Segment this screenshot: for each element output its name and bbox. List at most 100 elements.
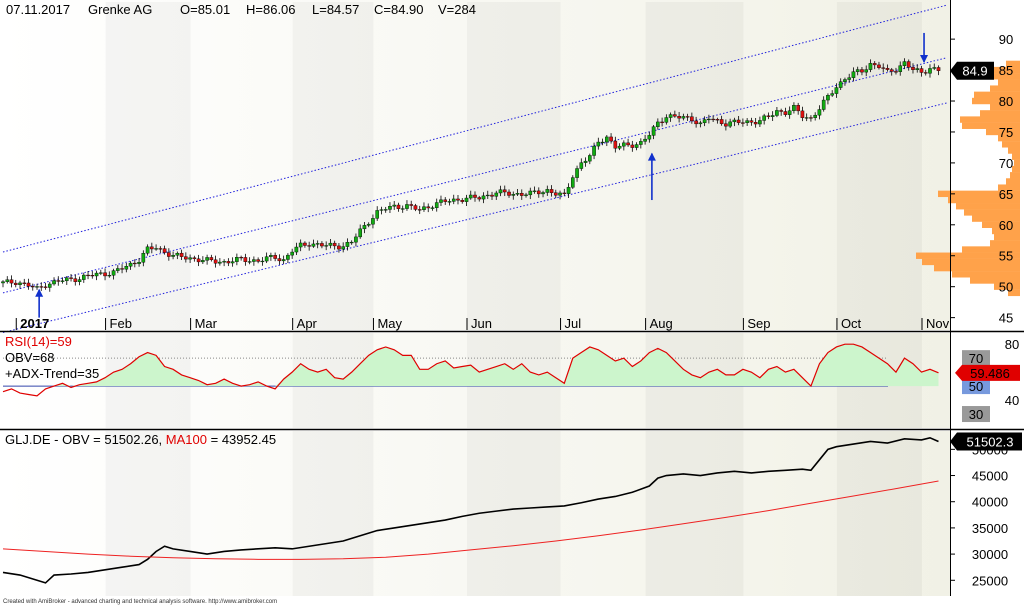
candle-body [898,65,903,72]
x-axis-label: Jun [471,316,492,331]
volume-profile-bar [994,233,1020,241]
rsi-label: RSI(14)=59 [5,334,72,349]
volume-profile-bar [992,227,1020,235]
month-band [293,431,374,596]
candle-body [243,257,248,262]
price-axis-label: 85 [999,63,1013,78]
candle-body [358,228,362,238]
candle-body [473,194,477,198]
candle-body [932,67,937,69]
obv-axis-area [950,431,1024,596]
candle-body [571,177,575,188]
candle-body [409,204,414,206]
candle-body [426,206,431,209]
x-axis-label: Mar [195,316,218,331]
candle-body [56,280,61,282]
candle-body [171,255,175,257]
arrow-down-head [920,55,929,64]
candle-body [745,120,749,123]
candle-body [719,119,724,124]
volume-profile-bar [962,246,1020,253]
header-high: H=86.06 [246,2,296,17]
price-axis-label: 90 [999,32,1013,47]
volume-profile-bar [980,110,1020,117]
header-open: O=85.01 [180,2,230,17]
candle-body [766,115,771,117]
volume-profile-bar [990,104,1020,111]
candle-body [64,277,69,282]
candle-body [456,198,460,201]
header-symbol: Grenke AG [88,2,152,17]
candle-body [362,225,367,230]
volume-profile-bar [1012,153,1020,160]
candle-body [43,286,48,288]
candle-body [175,252,180,256]
arrow-up-head [647,152,656,161]
candle-body [111,270,116,276]
rsi-badge-30 [962,406,990,423]
candle-body [855,69,860,72]
candle-body [392,204,397,207]
month-band [646,2,744,330]
candle-body [515,193,520,195]
volume-profile-bar [922,258,1020,266]
candle-body [30,286,35,288]
candle-body [9,279,14,284]
candle-body [915,68,920,70]
candle-body [677,115,681,119]
candle-body [430,207,435,209]
month-band [293,2,374,330]
candle-body [622,142,626,147]
candle-body [77,279,82,282]
candle-body [864,69,869,73]
rsi-axis-label: 80 [1005,337,1019,352]
candle-body [196,258,201,263]
candle-body [741,122,745,124]
volume-profile-bar [952,271,1020,278]
candle-body [447,201,452,203]
candle-body [18,282,22,285]
volume-profile-bar [986,128,1020,136]
volume-profile-bar [990,85,1020,92]
candle-body [494,192,499,197]
candle-body [218,261,222,264]
candle-body [307,245,311,247]
price-axis-label: 70 [999,156,1013,171]
candle-body [592,145,596,156]
candle-body [286,254,290,260]
candle-body [141,253,146,263]
rsi-layer [2,343,939,397]
obv-axis-label: 30000 [972,547,1008,562]
volume-profile-bar [1014,159,1020,167]
candle-body [39,286,44,288]
candle-body [588,155,592,162]
volume-profile-bar [972,97,1020,105]
candle-body [239,256,243,259]
price-axis-label: 75 [999,125,1013,140]
candle-body [851,71,856,78]
candle-body [834,87,839,94]
volume-profile-bar [1002,141,1020,148]
candle-body [184,256,188,260]
candle-body [451,198,456,202]
candle-body [133,262,137,265]
candle-body [13,282,18,285]
candle-body [290,251,294,256]
candle-body [762,115,766,121]
candle-body [375,210,379,219]
candle-body [324,245,328,247]
candle-body [294,246,299,253]
rsi-last-label: 59.486 [970,366,1010,381]
candle-body [707,118,711,121]
candle-body [583,160,588,163]
volume-profile-bar [990,240,1020,247]
last-price-badge [950,61,994,80]
candle-body [107,275,112,277]
volume-profile-bar [998,79,1020,86]
candle-body [732,119,737,123]
candle-body [379,209,384,211]
candle-body [673,114,677,117]
candle-body [639,141,643,145]
